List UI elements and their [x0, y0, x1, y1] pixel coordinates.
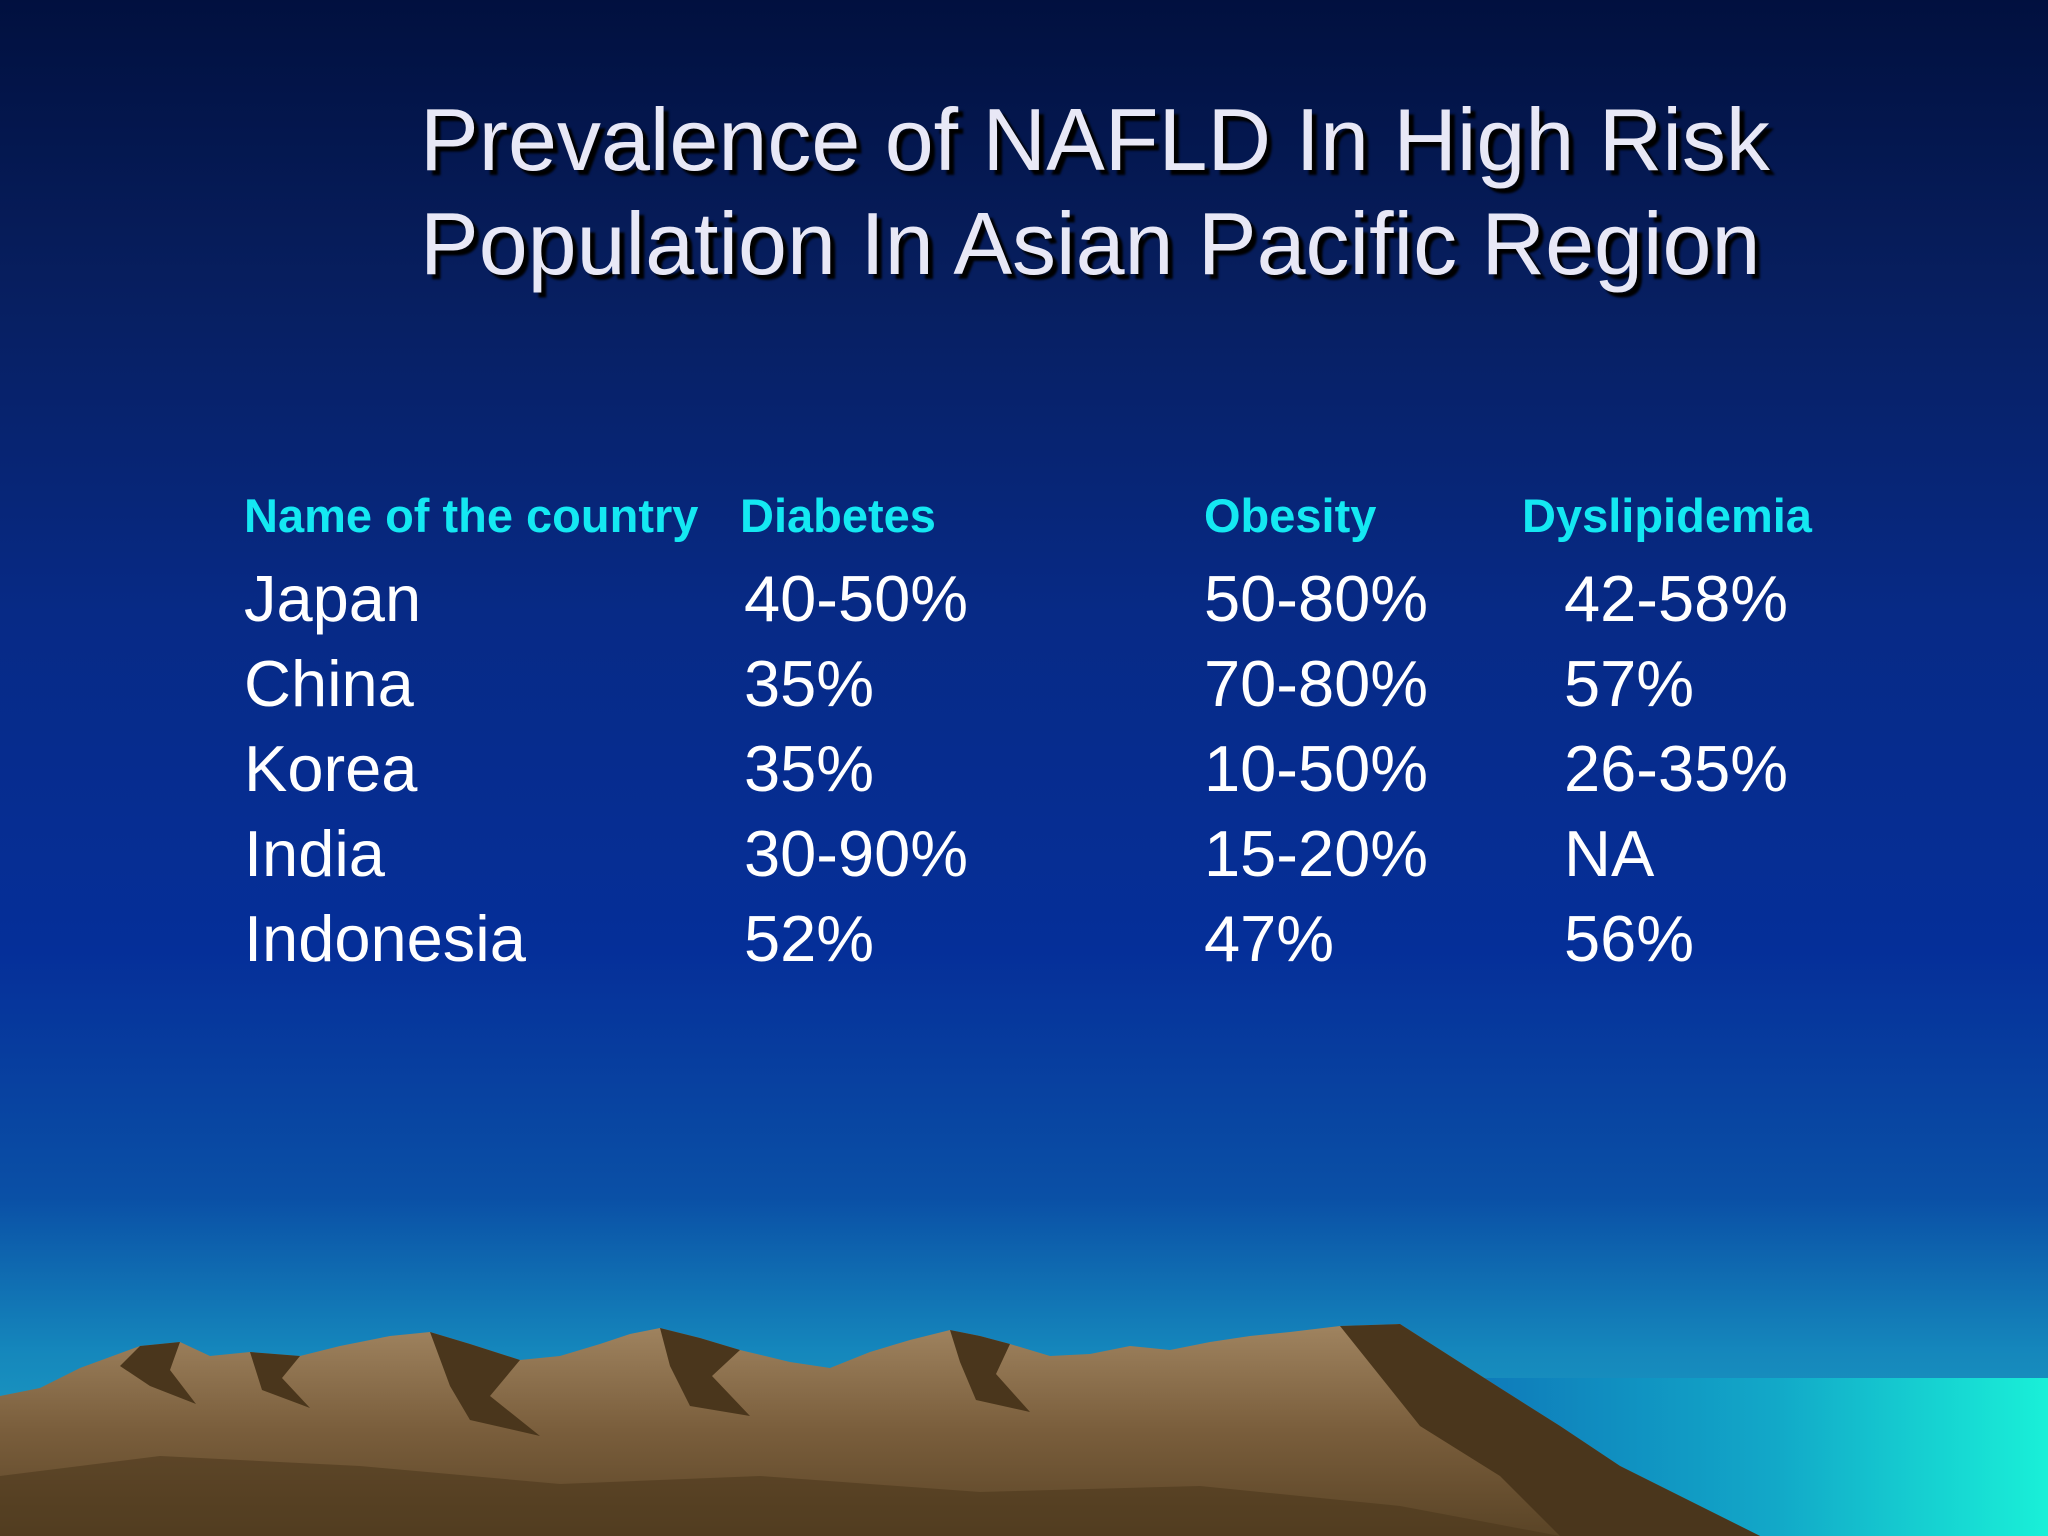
cell-obesity: 70-80% — [1204, 647, 1429, 720]
cell-diabetes: 35% — [744, 647, 875, 720]
header-country: Name of the country — [244, 489, 699, 542]
slide-title-line-1: Prevalence of NAFLD In High Risk — [420, 90, 1770, 189]
slide-title-line-2: Population In Asian Pacific Region — [420, 194, 1761, 293]
cell-dyslipidemia: NA — [1564, 817, 1655, 890]
cell-country: India — [244, 817, 385, 890]
table-row: Indonesia 52% 47% 56% — [244, 896, 1852, 981]
cell-dyslipidemia: 56% — [1564, 902, 1695, 975]
table-row: Japan 40-50% 50-80% 42-58% — [244, 552, 1852, 641]
cell-country: Korea — [244, 732, 418, 805]
cell-country: China — [244, 647, 414, 720]
header-dyslipidemia: Dyslipidemia — [1522, 489, 1812, 542]
cell-dyslipidemia: 26-35% — [1564, 732, 1789, 805]
cell-dyslipidemia: 57% — [1564, 647, 1695, 720]
cell-obesity: 47% — [1204, 902, 1335, 975]
cell-obesity: 50-80% — [1204, 562, 1429, 635]
header-obesity: Obesity — [1204, 489, 1377, 542]
table-header-row: Name of the country Diabetes Obesity Dys… — [244, 484, 1852, 552]
table-row: India 30-90% 15-20% NA — [244, 811, 1852, 896]
mountain-landscape — [0, 1324, 2048, 1536]
cell-country: Japan — [244, 562, 422, 635]
cell-obesity: 15-20% — [1204, 817, 1429, 890]
cell-country: Indonesia — [244, 902, 526, 975]
cell-obesity: 10-50% — [1204, 732, 1429, 805]
table-row: China 35% 70-80% 57% — [244, 641, 1852, 726]
header-diabetes: Diabetes — [740, 489, 936, 542]
cell-dyslipidemia: 42-58% — [1564, 562, 1789, 635]
cell-diabetes: 52% — [744, 902, 875, 975]
cell-diabetes: 35% — [744, 732, 875, 805]
table-row: Korea 35% 10-50% 26-35% — [244, 726, 1852, 811]
mountain-shadows — [0, 1324, 1760, 1536]
cell-diabetes: 30-90% — [744, 817, 969, 890]
cell-diabetes: 40-50% — [744, 562, 969, 635]
prevalence-table: Name of the country Diabetes Obesity Dys… — [244, 484, 1852, 981]
slide-title: Prevalence of NAFLD In High Risk Populat… — [420, 88, 1920, 296]
